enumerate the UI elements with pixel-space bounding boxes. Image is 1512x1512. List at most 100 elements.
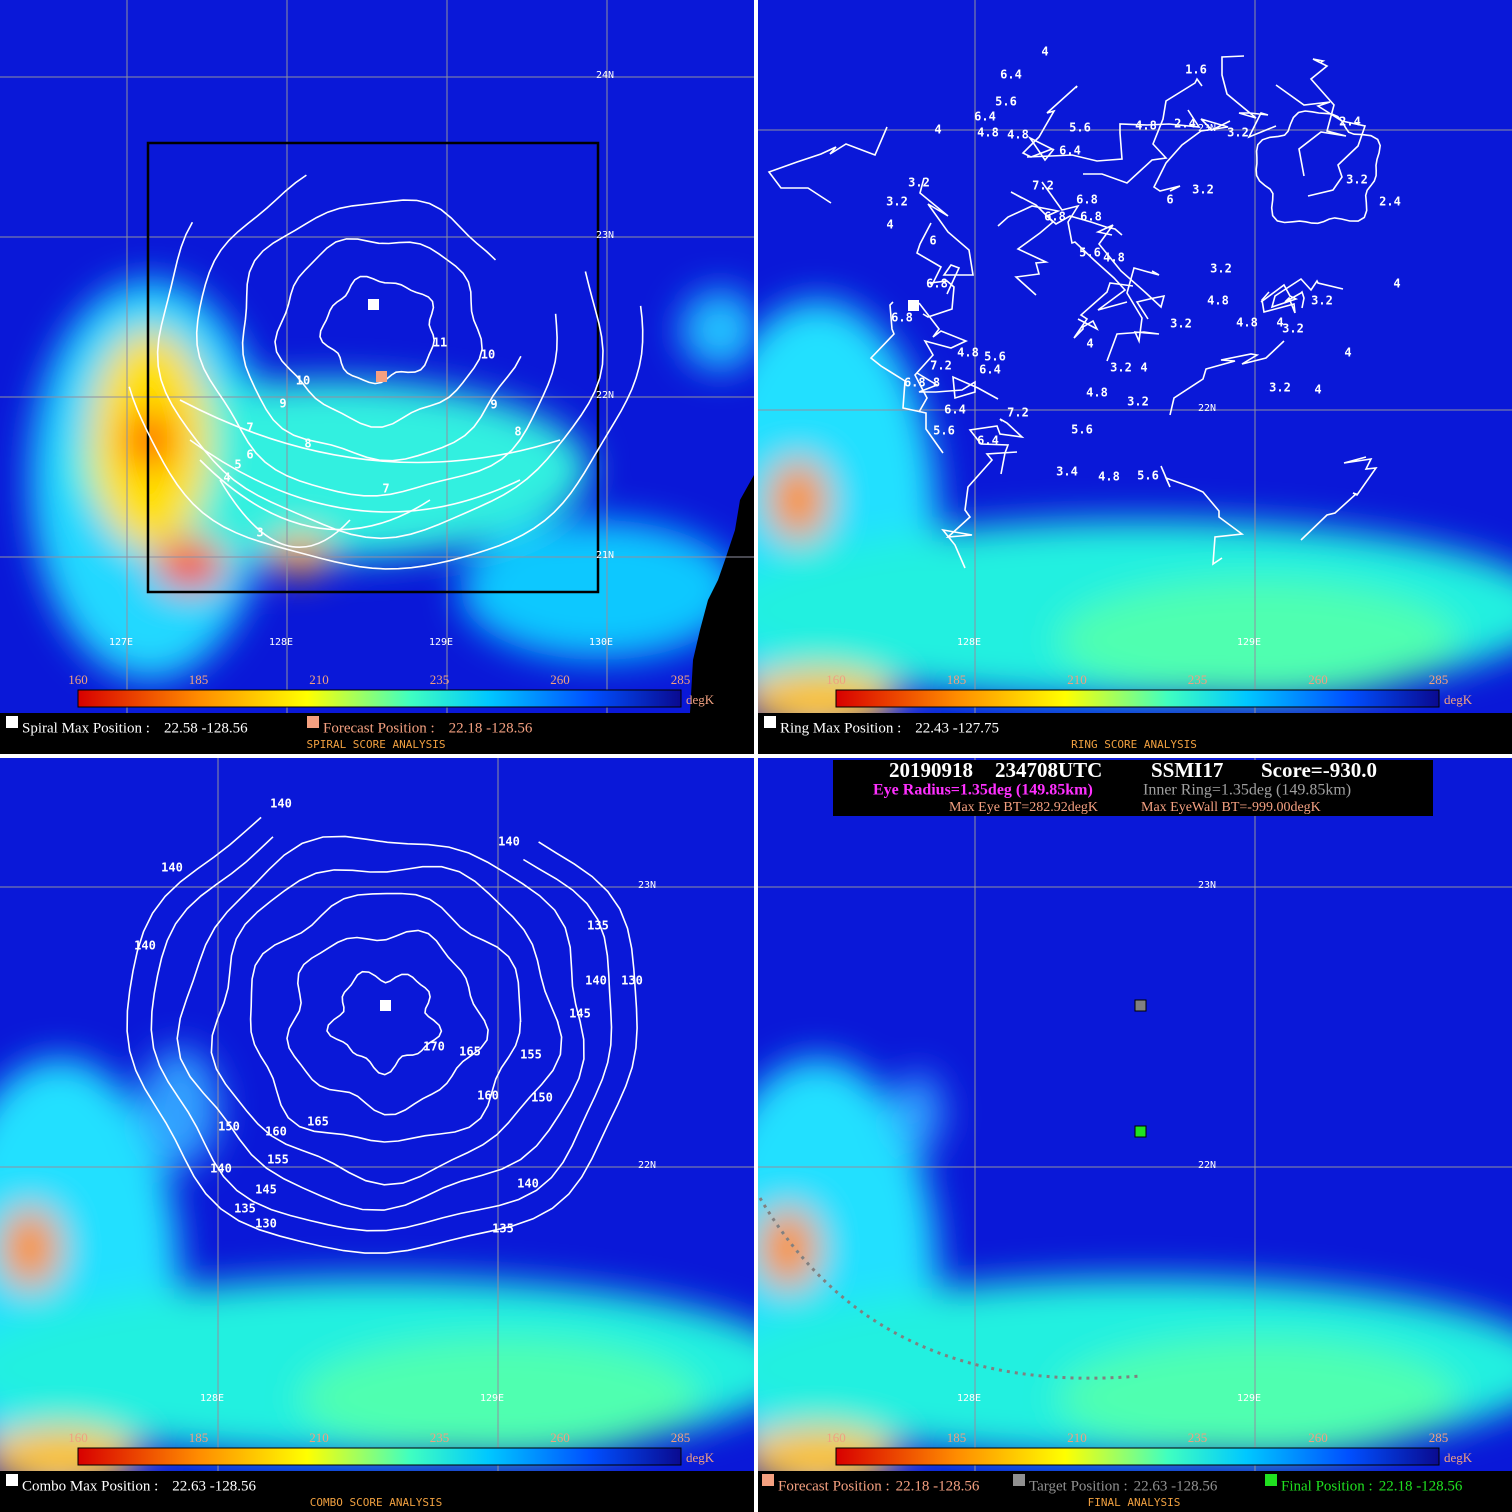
contour-label: 140 — [161, 861, 183, 875]
colorbar-tick-label: 210 — [309, 1430, 329, 1445]
contour-line — [286, 929, 489, 1116]
legend-label: Ring Max Position : — [780, 720, 901, 736]
inner-ring: Inner Ring=1.35deg (149.85km) — [1143, 782, 1351, 799]
legend-value: 22.63 -128.56 — [1134, 1478, 1218, 1494]
contour-line — [189, 439, 521, 513]
contour-label: 150 — [218, 1120, 240, 1134]
contour-label: 5.6 — [1069, 121, 1091, 135]
contour-line — [941, 451, 1018, 569]
legend-label: Target Position : — [1029, 1478, 1128, 1494]
legend-value: 22.63 -128.56 — [172, 1478, 256, 1494]
contour-line — [968, 418, 1025, 475]
contour-label: 155 — [267, 1153, 289, 1167]
brightness-blob — [300, 1338, 700, 1458]
final-header: 20190918 234708UTC SSMI17 Score=-930.0 Eye R… — [833, 758, 1433, 816]
lat-label: 23N — [1198, 880, 1216, 891]
brightness-blob — [270, 535, 330, 575]
contour-label: 165 — [307, 1115, 329, 1129]
contour-label: 5 — [234, 458, 241, 472]
contour-label: 6 — [1166, 193, 1173, 207]
colorbar-tick-label: 210 — [1067, 672, 1087, 687]
contour-label: 130 — [621, 974, 643, 988]
brightness-blob — [155, 540, 225, 590]
contour-line — [1026, 109, 1201, 162]
contour-line — [179, 399, 561, 464]
contour-line — [176, 835, 585, 1211]
lon-label: 128E — [957, 637, 981, 648]
contour-line — [1021, 85, 1078, 162]
panel: 23N 22N 128E 129E 140 140 140 140 135 140 130 145 17… — [0, 758, 754, 1512]
contour-line — [1152, 118, 1231, 192]
contour-label: 4 — [1314, 383, 1321, 397]
brightness-blob — [125, 410, 175, 470]
colorbar-tick-label: 285 — [1429, 672, 1449, 687]
brightness-blob — [768, 460, 828, 540]
contour-label: 6.8 — [891, 311, 913, 325]
colorbar-tick-label: 185 — [947, 672, 967, 687]
contour-label: 135 — [587, 919, 609, 933]
analysis-box — [146, 141, 600, 594]
colorbar-tick-label: 160 — [826, 672, 846, 687]
lat-label: 22N — [638, 1160, 656, 1171]
contour-line — [1073, 282, 1134, 339]
contour-label: 140 — [210, 1162, 232, 1176]
contour-label: 7.2 — [930, 359, 952, 373]
lat-label: 23N — [638, 880, 656, 891]
contour-label: 6.4 — [1059, 144, 1081, 158]
legend-swatch — [6, 716, 18, 728]
contour-line — [1275, 84, 1367, 197]
lon-label: 127E — [109, 637, 133, 648]
legend-swatch — [307, 716, 319, 728]
contour-label: 9 — [279, 397, 286, 411]
contours — [128, 141, 644, 594]
brightness-blob — [893, 1073, 943, 1153]
brightness-blob — [0, 1208, 60, 1288]
header-date: 20190918 — [889, 758, 973, 782]
contour-label: 165 — [459, 1045, 481, 1059]
contour-label: 6.8 — [1044, 210, 1066, 224]
colorbar-tick-label: 160 — [68, 672, 88, 687]
contour-label: 7 — [382, 482, 389, 496]
position-marker — [1134, 1125, 1147, 1138]
legend-label: Combo Max Position : — [22, 1478, 158, 1494]
contour-label: 6 — [246, 448, 253, 462]
lat-label: 21N — [596, 550, 614, 561]
contour-label: 2.4 — [1174, 117, 1196, 131]
contour-line — [1041, 181, 1128, 311]
contour-label: 160 — [265, 1125, 287, 1139]
contour-line — [916, 222, 955, 318]
contour-label: 4 — [1140, 361, 1147, 375]
contour-line — [326, 970, 443, 1076]
colorbar-tick-label: 260 — [550, 1430, 570, 1445]
contour-label: 3.2 — [1192, 183, 1214, 197]
contour-label: 130 — [255, 1217, 277, 1231]
colorbar-tick-label: 185 — [947, 1430, 967, 1445]
contour-label: 7 — [246, 421, 253, 435]
contour-label: 140 — [585, 974, 607, 988]
contour-label: 5.6 — [1079, 246, 1101, 260]
contour-label: 135 — [492, 1222, 514, 1236]
image-features — [0, 1048, 754, 1471]
contour-label: 6.4 — [977, 434, 999, 448]
contour-label: 145 — [255, 1183, 277, 1197]
colorbar-unit: degK — [686, 1450, 715, 1465]
contour-line — [1106, 267, 1160, 362]
contours — [767, 55, 1382, 569]
contour-label: 3.2 — [1170, 317, 1192, 331]
lon-label: 128E — [200, 1393, 224, 1404]
colorbar-tick-label: 285 — [671, 1430, 691, 1445]
panel-title: SPIRAL SCORE ANALYSIS — [306, 738, 445, 751]
colorbar-tick-label: 260 — [1308, 1430, 1328, 1445]
contour-label: 4 — [1041, 45, 1048, 59]
contour-label: 7.2 — [1007, 406, 1029, 420]
contour-label: 5.6 — [984, 350, 1006, 364]
contour-line — [1260, 277, 1344, 309]
max-eye-bt: Max Eye BT=282.92degK — [949, 800, 1098, 815]
lon-label: 129E — [429, 637, 453, 648]
contour-label: 3.2 — [908, 176, 930, 190]
colorbar-tick-label: 260 — [1308, 672, 1328, 687]
header-score: Score=-930.0 — [1261, 758, 1377, 782]
contour-line — [1169, 340, 1285, 416]
panel-title: FINAL ANALYSIS — [1088, 1496, 1181, 1509]
